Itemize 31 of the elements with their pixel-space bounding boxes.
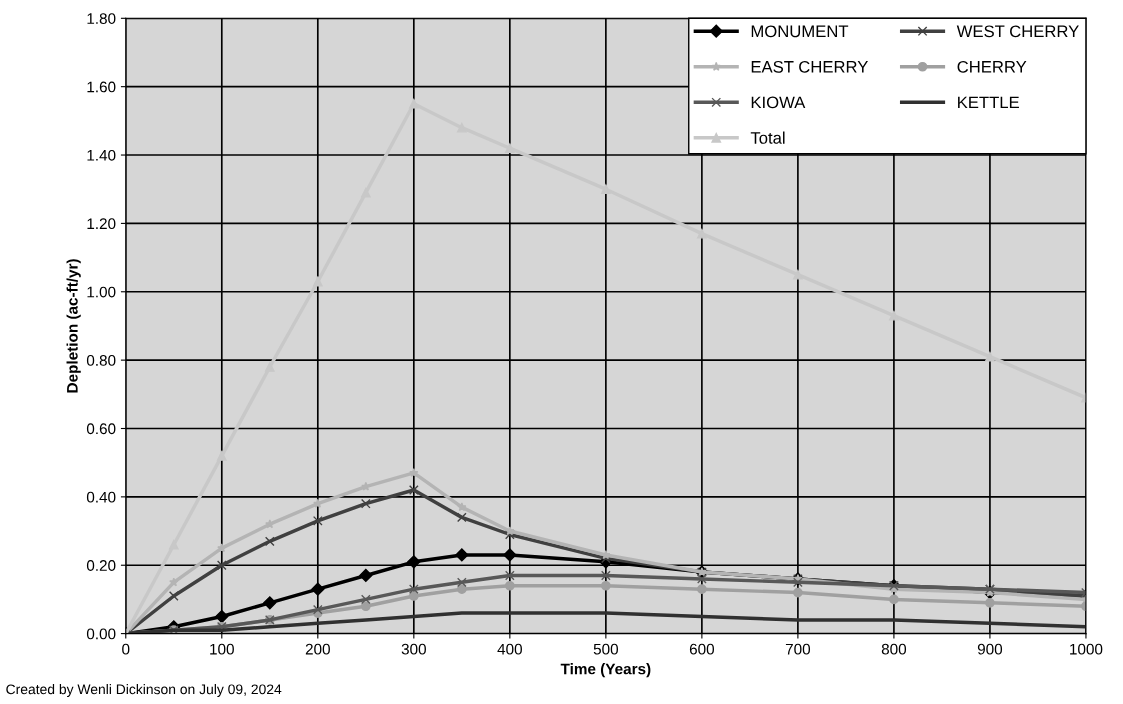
- legend-label: MONUMENT: [751, 25, 849, 38]
- legend-label: CHERRY: [957, 60, 1027, 73]
- y-tick-label: 1.00: [87, 286, 116, 298]
- x-tick-label: 0: [122, 643, 130, 655]
- legend-label: KETTLE: [958, 96, 1019, 109]
- legend-label: Total: [750, 131, 785, 144]
- y-tick-label: 1.60: [87, 81, 116, 93]
- y-axis-title: Depletion (ac-ft/yr): [66, 259, 81, 393]
- x-tick-label: 600: [689, 643, 715, 655]
- x-tick-label: 300: [401, 643, 426, 655]
- y-tick-label: 0.20: [86, 560, 116, 571]
- x-tick-label: 700: [785, 643, 811, 655]
- y-tick-label: 0.80: [86, 355, 116, 366]
- y-tick-label: 0.60: [86, 423, 116, 435]
- x-tick-label: 800: [881, 643, 907, 655]
- x-axis-title: Time (Years): [560, 663, 651, 678]
- y-tick-label: 1.20: [87, 218, 116, 230]
- y-tick-label: 1.40: [87, 149, 116, 161]
- legend-label: KIOWA: [751, 96, 806, 109]
- x-tick-label: 200: [305, 643, 330, 655]
- legend-label: EAST CHERRY: [751, 60, 868, 73]
- x-tick-label: 900: [977, 643, 1003, 655]
- y-tick-label: 0.40: [86, 491, 116, 503]
- y-tick-label: 0.00: [86, 628, 116, 640]
- x-tick-label: 1000: [1070, 643, 1103, 655]
- x-tick-label: 500: [593, 643, 619, 655]
- x-tick-label: 100: [210, 643, 234, 655]
- text: Created by Wenli Dickinson on July 09, 2024: [6, 684, 282, 697]
- x-tick-label: 400: [497, 643, 522, 655]
- y-tick-label: 1.80: [87, 13, 116, 24]
- legend-label: WEST CHERRY: [956, 25, 1079, 38]
